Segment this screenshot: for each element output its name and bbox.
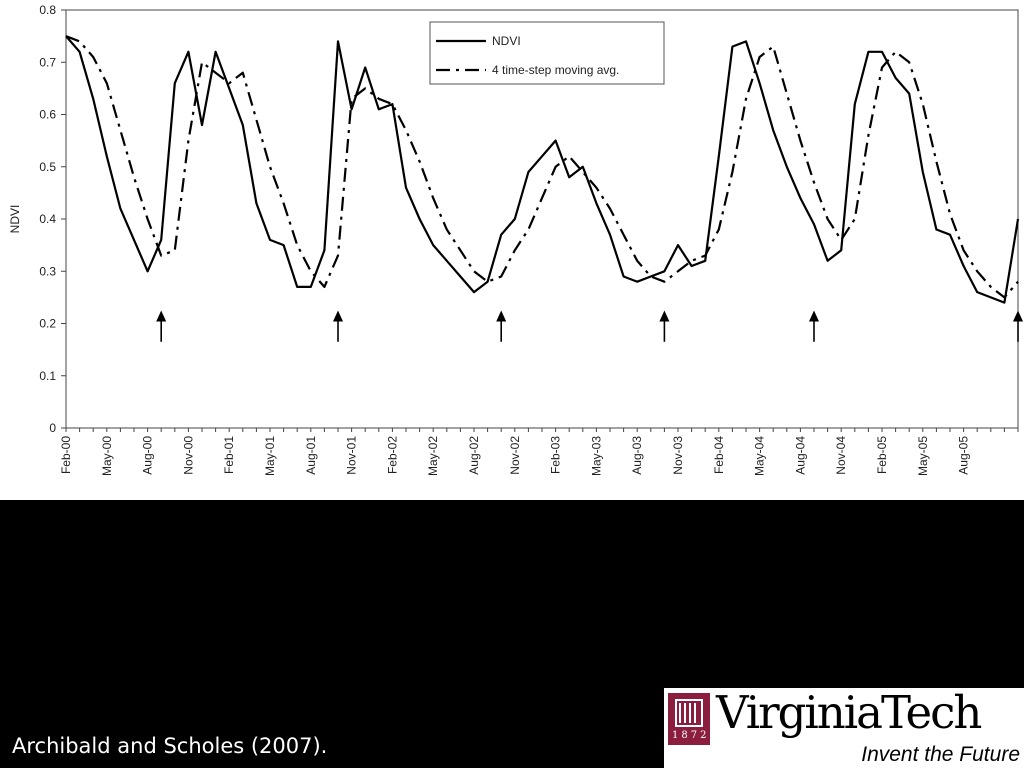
y-tick-label: 0.5: [39, 160, 56, 174]
x-tick-label: Aug-05: [957, 436, 971, 475]
x-tick-label: May-03: [589, 436, 603, 476]
x-tick-label: Feb-03: [549, 436, 563, 474]
y-tick-label: 0.8: [39, 3, 56, 17]
arrow-marker: [1013, 310, 1023, 342]
legend-box: [429, 21, 665, 85]
shield-icon: 1872: [668, 693, 710, 745]
x-tick-label: Aug-03: [630, 436, 644, 475]
arrow-marker: [156, 310, 167, 342]
y-tick-label: 0.2: [39, 317, 56, 331]
x-tick-label: Aug-04: [793, 436, 807, 475]
y-axis-label: NDVI: [8, 205, 22, 234]
y-tick-label: 0.7: [39, 55, 56, 69]
x-tick-label: Aug-01: [304, 436, 318, 475]
x-tick-label: Feb-04: [712, 436, 726, 474]
x-tick-label: Feb-02: [385, 436, 399, 474]
y-tick-label: 0.4: [39, 212, 56, 226]
series-moving-avg-line: [65, 35, 1019, 299]
x-tick-label: Nov-02: [508, 436, 522, 475]
logo-wordmark: VirginiaTech: [716, 686, 982, 739]
x-tick-label: May-00: [100, 436, 114, 476]
y-tick-label: 0: [49, 421, 56, 435]
x-tick-label: May-01: [263, 436, 277, 476]
x-tick-label: Aug-00: [141, 436, 155, 475]
ndvi-chart: 0 0.1 0.2 0.3 0.4 0.5 0.6 0.7 0.8 NDVI Feb-00 May-0…: [8, 3, 1023, 476]
citation-text: Archibald and Scholes (2007).: [12, 734, 328, 758]
y-tick-label: 0.3: [39, 264, 56, 278]
arrow-marker: [809, 310, 819, 342]
legend-label: 4 time-step moving avg.: [492, 63, 619, 77]
virginia-tech-logo: 1872 VirginiaTech Invent the Future: [664, 686, 1024, 768]
y-tick-label: 0.1: [39, 369, 56, 383]
x-tick-label: Feb-05: [875, 436, 889, 474]
y-tick-label: 0.6: [39, 108, 56, 122]
arrow-marker: [333, 310, 343, 342]
x-tick-label: Nov-00: [181, 436, 195, 475]
legend-label: NDVI: [492, 34, 521, 48]
series-ndvi-line: [65, 35, 1020, 304]
x-tick-label: May-02: [426, 436, 440, 476]
x-tick-label: May-05: [916, 436, 930, 476]
arrow-marker: [659, 310, 670, 342]
chart-panel: 0 0.1 0.2 0.3 0.4 0.5 0.6 0.7 0.8 NDVI Feb-00 May-0…: [0, 0, 1024, 500]
shield-year: 1872: [672, 730, 710, 741]
logo-tagline: Invent the Future: [861, 743, 1020, 766]
x-tick-label: Nov-04: [834, 436, 848, 475]
x-tick-label: Feb-01: [222, 436, 236, 474]
arrow-marker: [496, 310, 507, 342]
x-tick-label: Aug-02: [467, 436, 481, 475]
x-tick-label: Nov-03: [671, 436, 685, 475]
x-tick-label: Feb-00: [59, 436, 73, 474]
x-tick-label: Nov-01: [345, 436, 359, 475]
x-tick-label: May-04: [753, 436, 767, 476]
